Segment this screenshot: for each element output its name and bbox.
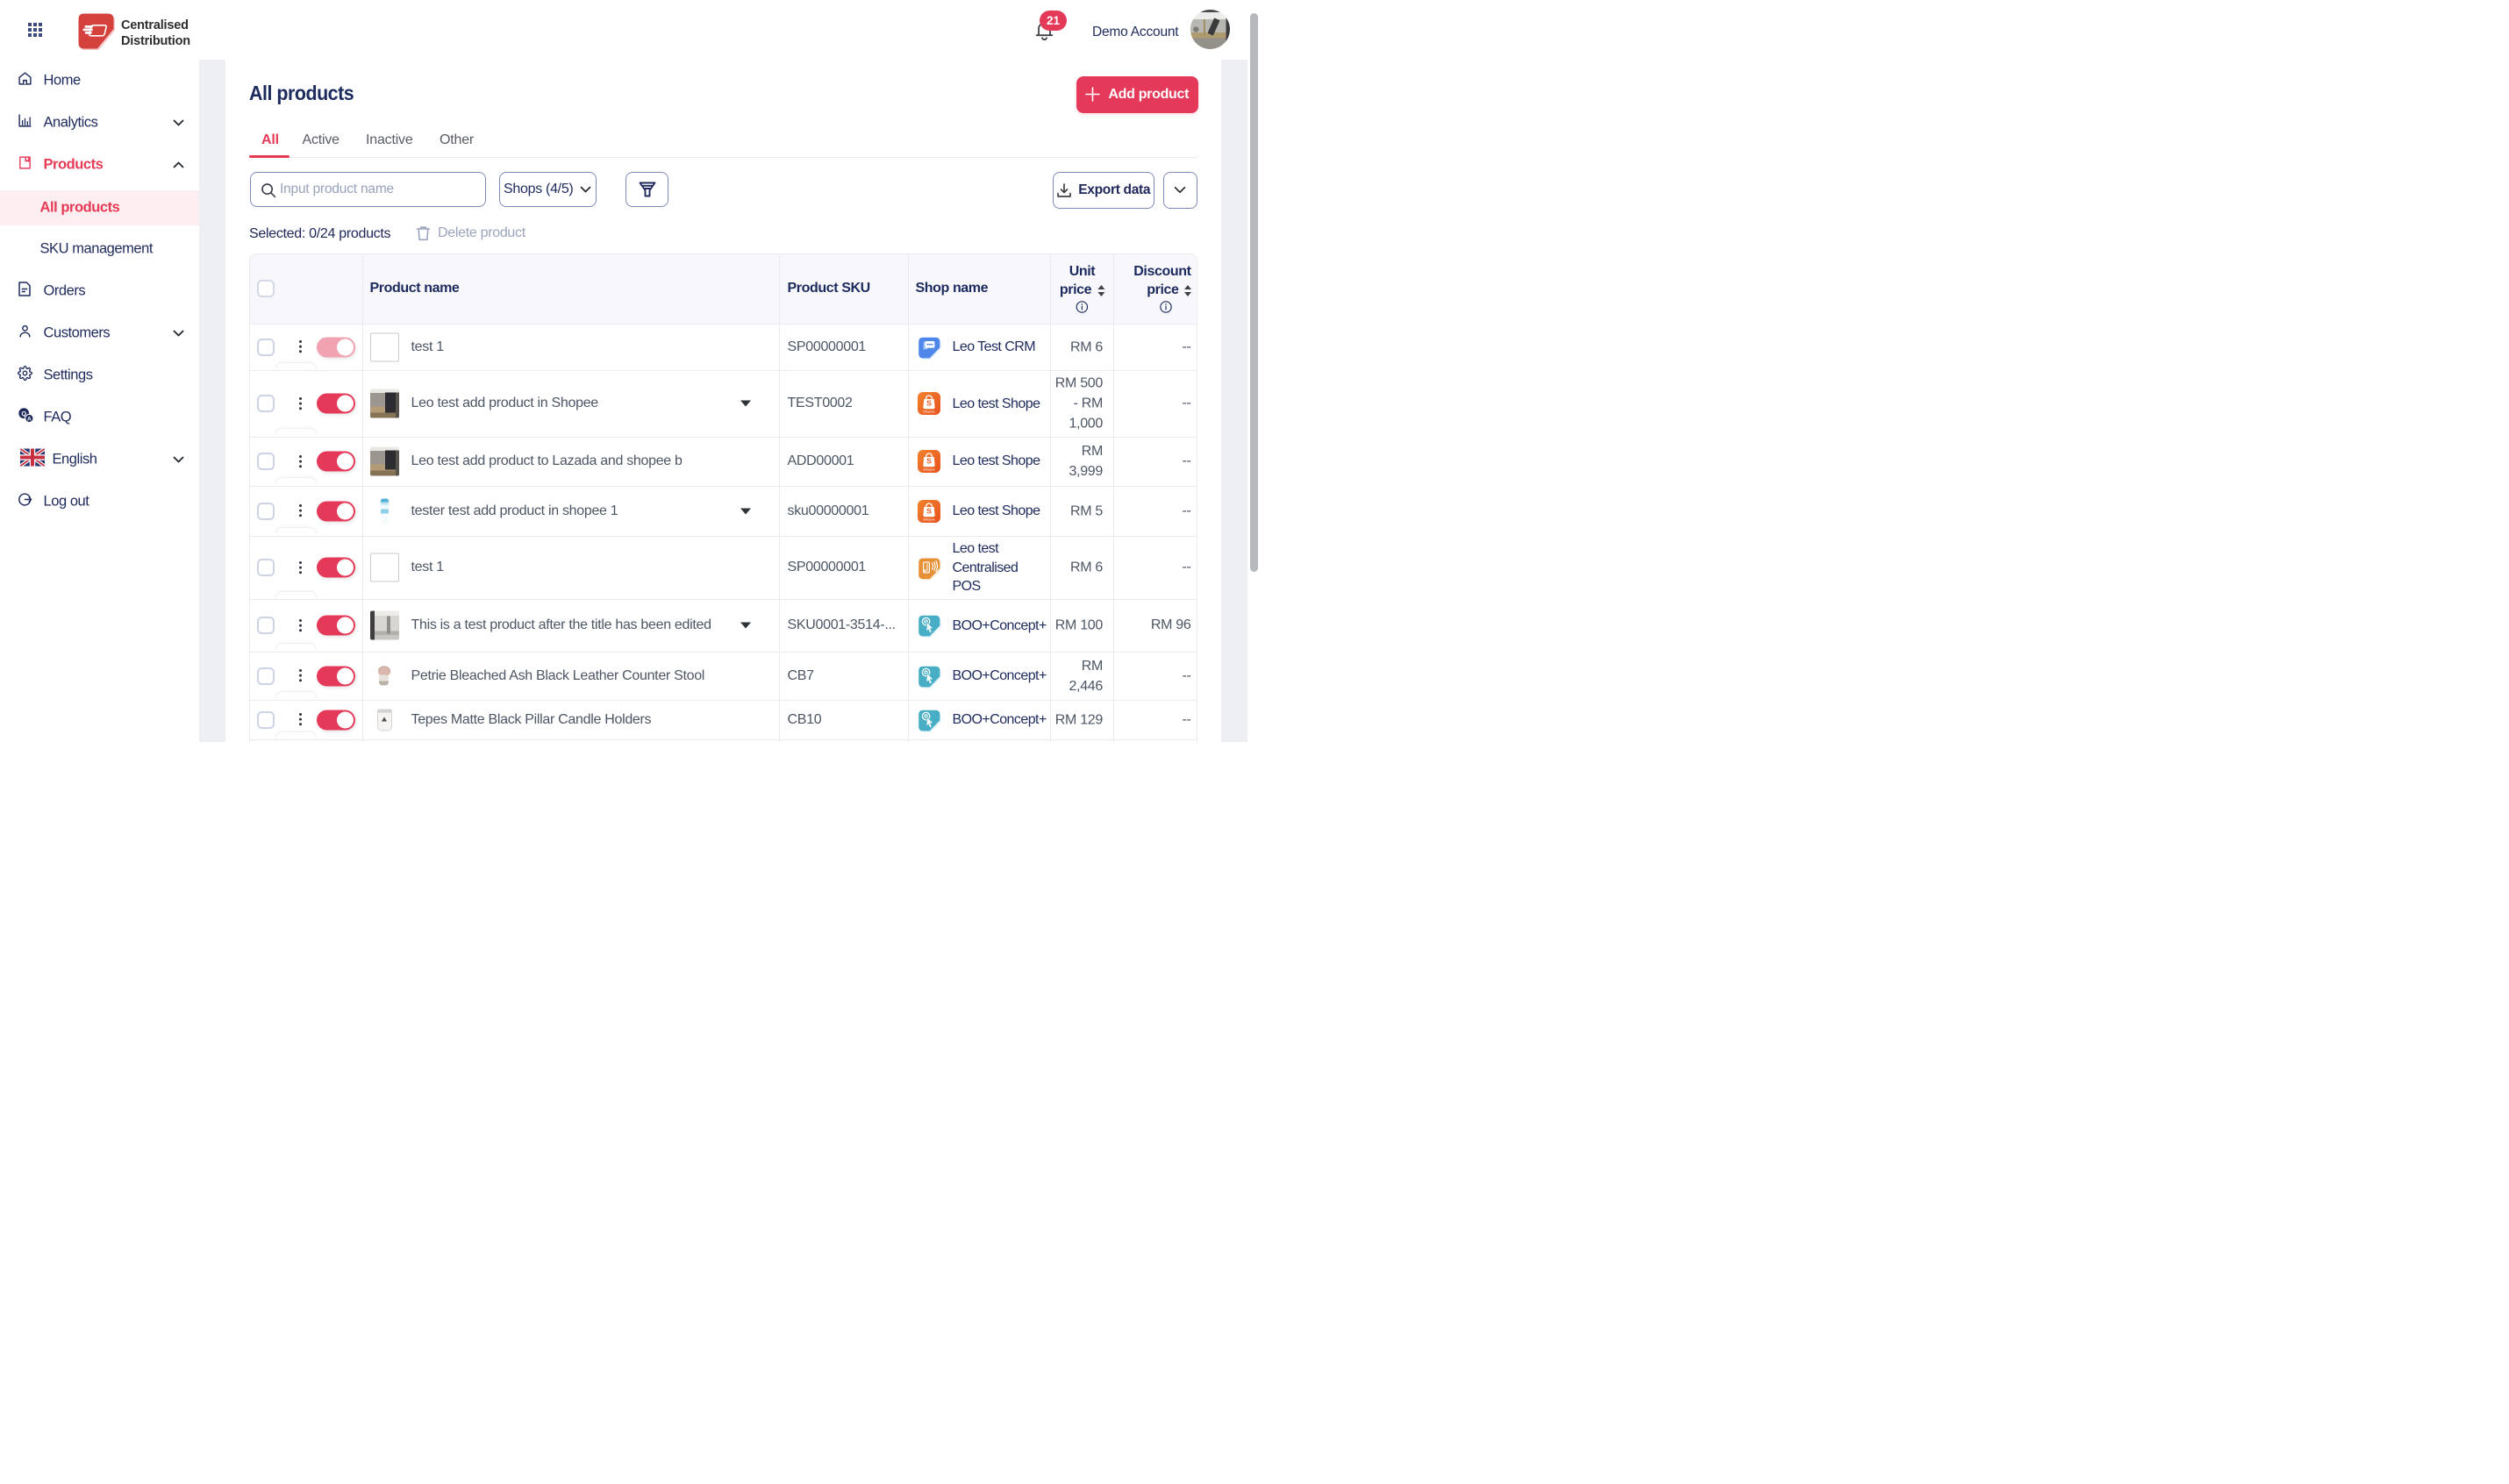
svg-text:S: S — [926, 399, 932, 408]
svg-text:S: S — [926, 506, 932, 515]
svg-text:Shopee: Shopee — [923, 467, 936, 472]
svg-text:S: S — [926, 457, 932, 466]
svg-text:Shopee: Shopee — [923, 410, 936, 414]
svg-text:Shopee: Shopee — [923, 517, 936, 521]
svg-text:A: A — [27, 416, 32, 422]
svg-text:Q: Q — [21, 410, 26, 417]
